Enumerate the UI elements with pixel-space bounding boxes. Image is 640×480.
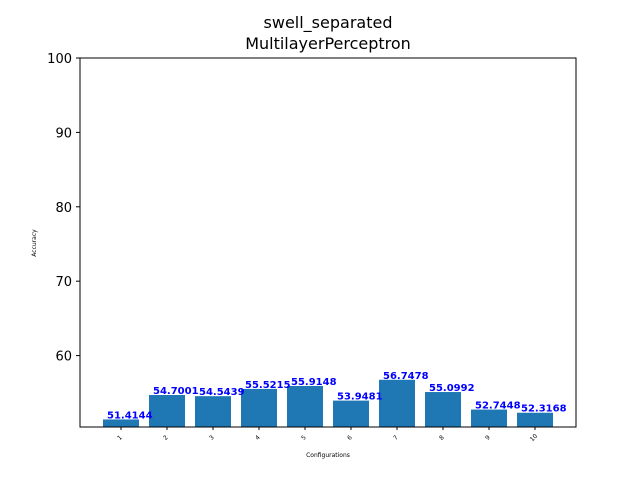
x-tick-label: 8 [438, 434, 446, 442]
bar [517, 412, 553, 427]
y-tick-label: 70 [55, 275, 72, 290]
data-label: 52.7448 [475, 401, 521, 412]
bars-group [103, 379, 553, 427]
data-label: 54.5439 [199, 387, 245, 398]
data-label: 54.7001 [153, 386, 199, 397]
x-tick-label: 6 [346, 434, 354, 442]
y-tick-label: 100 [47, 52, 72, 67]
y-tick-label: 60 [55, 350, 72, 365]
chart-subtitle: MultilayerPerceptron [245, 34, 411, 53]
x-tick-label: 2 [162, 434, 170, 442]
plot-frame [79, 57, 577, 428]
data-label: 51.4144 [107, 410, 153, 421]
bar [103, 419, 139, 427]
x-tick-label: 7 [392, 434, 400, 442]
x-tick-label: 9 [484, 434, 492, 442]
bar [287, 385, 323, 427]
bar [471, 409, 507, 427]
bar [149, 395, 185, 427]
y-tick-label: 90 [55, 126, 72, 141]
bar [425, 392, 461, 427]
x-tick-label: 4 [254, 434, 262, 442]
x-axis: 1 2 3 4 5 6 7 8 9 10 [116, 427, 539, 443]
x-tick-label: 10 [529, 433, 539, 443]
data-label: 52.3168 [521, 404, 567, 415]
data-label: 56.7478 [383, 371, 429, 382]
bar [195, 396, 231, 427]
x-tick-label: 3 [208, 434, 216, 442]
bar [333, 400, 369, 427]
y-axis: 60 70 80 90 100 [47, 52, 80, 365]
data-label: 55.0992 [429, 383, 475, 394]
bar [241, 388, 277, 427]
x-axis-label: Configurations [306, 452, 350, 459]
data-label: 55.5215 [245, 380, 291, 391]
data-label: 55.9148 [291, 377, 337, 388]
y-tick-label: 80 [55, 201, 72, 216]
bar [379, 379, 415, 427]
x-tick-label: 5 [300, 434, 308, 442]
x-tick-label: 1 [116, 434, 124, 442]
data-label: 53.9481 [337, 392, 383, 403]
y-axis-label: Accuracy [31, 229, 38, 257]
chart-title: swell_separated [264, 13, 393, 33]
